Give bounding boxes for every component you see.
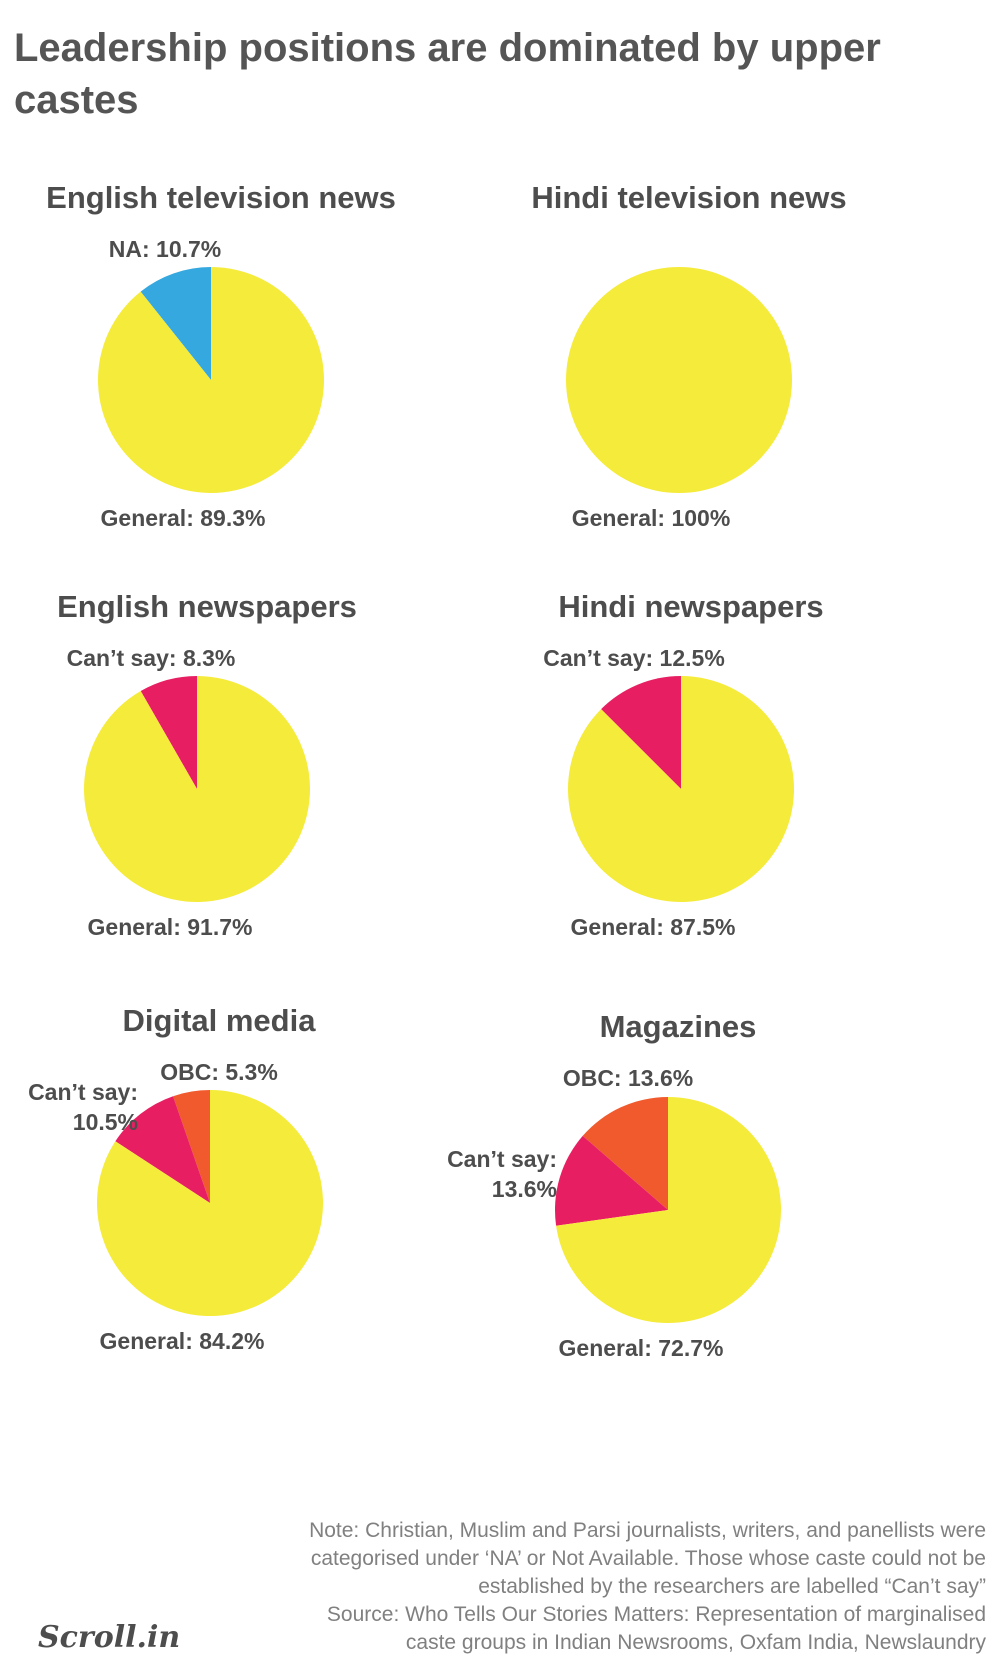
pie-english-newspapers (84, 676, 311, 902)
pie-english-television-news (98, 267, 324, 493)
pie-digital-media (97, 1090, 324, 1316)
slice-label-obc: OBC: 5.3% (160, 1059, 278, 1085)
pie-slice-general (98, 267, 324, 493)
pie-slice-general (84, 676, 311, 902)
pie-slice-general (566, 267, 792, 493)
pie-slice-general (556, 1097, 781, 1323)
pie-slice-obc (582, 1097, 668, 1210)
chart-title-digital-media: Digital media (122, 1003, 316, 1038)
pie-magazines (555, 1097, 781, 1323)
chart-title-magazines: Magazines (599, 1009, 757, 1044)
pie-slice-general (97, 1090, 324, 1316)
chart-title-english-newspapers: English newspapers (57, 589, 357, 624)
slice-label-can-t-say: Can’t say: 10.5% (28, 1079, 138, 1135)
pie-slice-can-t-say (555, 1135, 668, 1226)
pie-slice-general (568, 676, 794, 902)
slice-label-can-t-say: Can’t say: 13.6% (447, 1146, 557, 1202)
slice-label-can-t-say: Can’t say: 12.5% (543, 645, 725, 671)
pie-slice-can-t-say (115, 1096, 210, 1203)
pie-slice-can-t-say (601, 676, 681, 789)
slice-label-general: General: 89.3% (100, 505, 266, 531)
slice-label-can-t-say: Can’t say: 8.3% (66, 645, 236, 671)
chart-title-hindi-newspapers: Hindi newspapers (558, 589, 824, 624)
slice-label-general: General: 100% (571, 505, 731, 531)
pie-slice-na (140, 267, 211, 380)
note-line: categorised under ‘NA’ or Not Available.… (310, 1547, 986, 1570)
slice-label-general: General: 87.5% (570, 914, 736, 940)
pie-hindi-newspapers (568, 676, 794, 902)
scroll-logo: Scroll.in (38, 1620, 181, 1655)
chart-main-title: Leadership positions are dominated by up… (14, 26, 881, 122)
source-line: Source: Who Tells Our Stories Matters: R… (326, 1603, 986, 1626)
slice-label-general: General: 91.7% (87, 914, 253, 940)
chart-title-hindi-television-news: Hindi television news (531, 180, 847, 215)
slice-label-na: NA: 10.7% (108, 236, 222, 262)
slice-label-general: General: 72.7% (558, 1335, 724, 1361)
slice-label-obc: OBC: 13.6% (562, 1065, 694, 1091)
pie-slice-can-t-say (140, 676, 197, 789)
chart-title-english-television-news: English television news (46, 180, 396, 215)
pie-slice-obc (173, 1090, 210, 1203)
note-line: Note: Christian, Muslim and Parsi journa… (309, 1519, 986, 1542)
pie-hindi-television-news (566, 267, 792, 493)
note-line: established by the researchers are label… (478, 1575, 986, 1598)
slice-label-general: General: 84.2% (99, 1328, 265, 1354)
note-and-source: Note: Christian, Muslim and Parsi journa… (186, 1517, 986, 1657)
source-line: caste groups in Indian Newsrooms, Oxfam … (405, 1631, 986, 1654)
